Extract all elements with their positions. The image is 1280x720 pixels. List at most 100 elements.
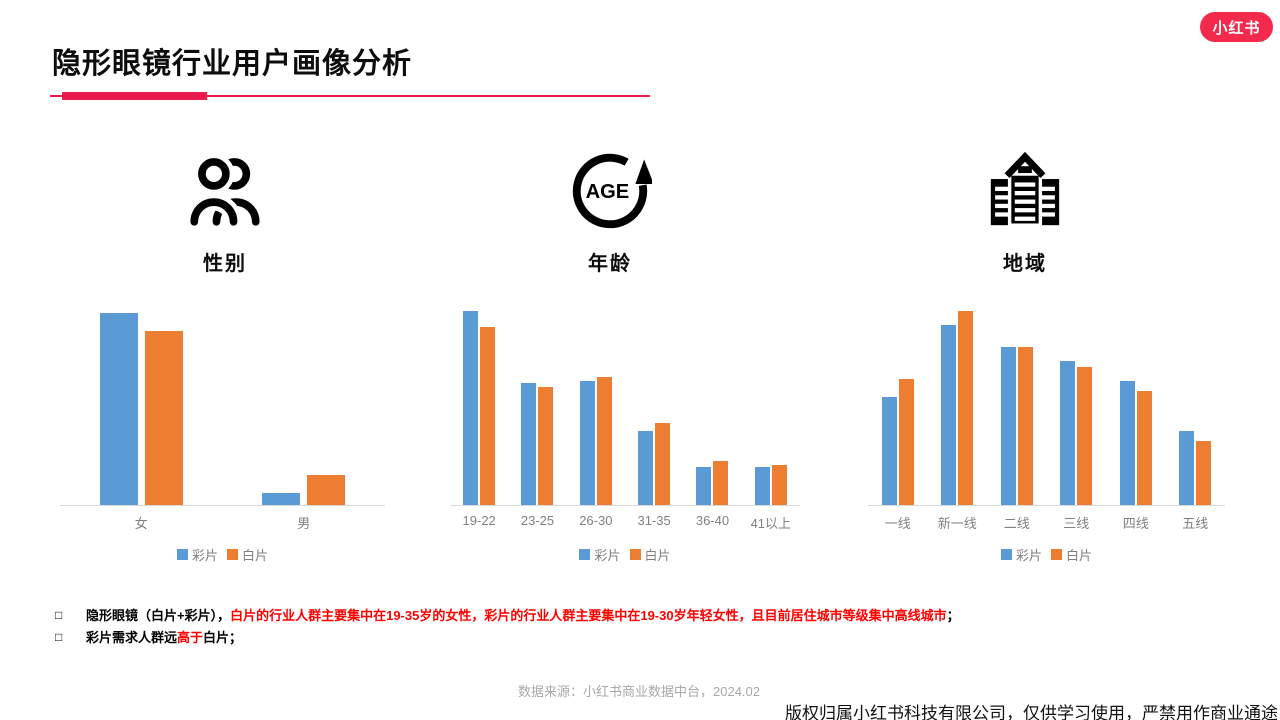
bar-彩片-二线 <box>1000 347 1016 505</box>
bar-白片-三线 <box>1077 367 1093 505</box>
bar-group-四线 <box>1119 381 1152 505</box>
bar-group-19-22 <box>463 311 496 505</box>
gender-bar-chart: 女男 彩片 白片 <box>60 305 385 564</box>
bar-彩片-23-25 <box>521 383 537 505</box>
bar-彩片-31-35 <box>638 431 654 505</box>
age-cycle-icon: AGE <box>430 150 790 232</box>
page-title: 隐形眼镜行业用户画像分析 <box>52 48 413 80</box>
bar-group-二线 <box>1000 347 1033 505</box>
legend-swatch-彩片 <box>176 549 188 560</box>
bar-group-36-40 <box>696 461 729 505</box>
bar-group-一线 <box>881 379 914 505</box>
gender-chart-axis: 女男 <box>60 513 385 532</box>
bar-彩片-四线 <box>1119 381 1135 505</box>
svg-text:AGE: AGE <box>586 181 630 203</box>
axis-label-19-22: 19-22 <box>462 513 496 528</box>
legend-swatch-彩片 <box>579 549 591 560</box>
legend-item-白片: 白片 <box>227 545 268 564</box>
bullet-marker: □ <box>55 608 63 622</box>
legend-item-白片: 白片 <box>1051 545 1092 564</box>
bullet-segment-black: 隐形眼镜（白片+彩片）， <box>86 608 231 623</box>
bullet-segment-black: 彩片需求人群远 <box>86 630 178 645</box>
bullet-segment-black: 白片； <box>203 630 243 645</box>
axis-label-四线: 四线 <box>1122 516 1149 531</box>
age-chart-axis: 19-22 23-25 26-30 31-35 36-40 41以上 <box>450 513 800 532</box>
bar-白片-五线 <box>1196 441 1212 505</box>
region-bar-chart: 一线 新一线 二线 三线 四线 五线 彩片 白片 <box>868 305 1225 564</box>
data-source-note: 数据来源：小红书商业数据中台，2024.02 <box>518 684 760 699</box>
bullet-item-2: □ 彩片需求人群远高于白片； <box>55 630 960 645</box>
bar-白片-26-30 <box>596 377 612 505</box>
section-label-region: 地域 <box>1003 253 1047 275</box>
bar-彩片-26-30 <box>579 381 595 505</box>
age-bar-chart: 19-22 23-25 26-30 31-35 36-40 41以上 彩片 白片 <box>450 305 800 564</box>
legend-swatch-白片 <box>1051 549 1062 560</box>
bar-彩片-36-40 <box>696 467 712 505</box>
legend-swatch-彩片 <box>1000 549 1012 560</box>
copyright-note: 版权归属小红书科技有限公司，仅供学习使用，严禁用作商业通途 <box>785 704 1278 720</box>
bullet-segment-red: 高于 <box>177 630 204 645</box>
bullet-text: 彩片需求人群远高于白片； <box>86 630 242 645</box>
bar-彩片-新一线 <box>941 325 957 505</box>
age-chart-plot <box>450 305 800 506</box>
legend-swatch-白片 <box>629 549 641 560</box>
axis-label-一线: 一线 <box>884 516 911 531</box>
section-label-age: 年龄 <box>588 253 632 275</box>
bar-白片-19-22 <box>480 327 496 505</box>
bar-白片-41以上 <box>771 465 787 505</box>
legend-item-彩片: 彩片 <box>579 545 621 564</box>
bullet-segment-red: 白片的行业人群主要集中在19-35岁的女性，彩片的行业人群主要集中在19-30岁… <box>230 608 947 623</box>
age-chart-legend: 彩片 白片 <box>450 545 800 564</box>
axis-label-23-25: 23-25 <box>520 513 555 528</box>
bar-彩片-女 <box>99 313 138 505</box>
bar-group-31-35 <box>638 423 671 505</box>
bullet-item-1: □ 隐形眼镜（白片+彩片），白片的行业人群主要集中在19-35岁的女性，彩片的行业… <box>55 608 960 623</box>
bar-彩片-男 <box>262 493 301 505</box>
bar-白片-女 <box>144 331 183 505</box>
xiaohongshu-logo-text: 小红书 <box>1212 19 1261 37</box>
bar-白片-新一线 <box>958 311 974 505</box>
region-chart-axis: 一线 新一线 二线 三线 四线 五线 <box>868 513 1225 532</box>
bar-彩片-19-22 <box>463 311 479 505</box>
axis-label-41以上: 41以上 <box>750 516 792 531</box>
bar-白片-31-35 <box>655 423 671 505</box>
bar-白片-一线 <box>898 379 914 505</box>
region-chart-plot <box>868 305 1225 506</box>
bar-白片-四线 <box>1136 391 1152 505</box>
region-chart-legend: 彩片 白片 <box>868 545 1225 564</box>
axis-label-36-40: 36-40 <box>695 513 730 528</box>
axis-label-二线: 二线 <box>1003 516 1030 531</box>
bar-白片-36-40 <box>713 461 729 505</box>
people-icon <box>45 150 405 232</box>
bullet-list: □ 隐形眼镜（白片+彩片），白片的行业人群主要集中在19-35岁的女性，彩片的行业… <box>55 608 960 652</box>
bar-group-女 <box>99 313 183 505</box>
gender-chart-legend: 彩片 白片 <box>60 545 385 564</box>
section-age: AGE 年龄 <box>430 150 790 276</box>
bullet-text: 隐形眼镜（白片+彩片），白片的行业人群主要集中在19-35岁的女性，彩片的行业人… <box>86 608 960 623</box>
title-underline <box>50 95 650 97</box>
bar-group-26-30 <box>579 377 612 505</box>
city-buildings-icon <box>845 150 1205 232</box>
bar-彩片-三线 <box>1060 361 1076 505</box>
axis-label-新一线: 新一线 <box>937 516 977 531</box>
section-label-gender: 性别 <box>203 253 247 275</box>
section-gender: 性别 <box>45 150 405 276</box>
legend-item-彩片: 彩片 <box>1000 545 1042 564</box>
bar-彩片-五线 <box>1179 431 1195 505</box>
bar-group-三线 <box>1060 361 1093 505</box>
bar-group-五线 <box>1179 431 1212 505</box>
title-underline-accent <box>62 92 207 100</box>
legend-swatch-白片 <box>227 549 238 560</box>
axis-label-男: 男 <box>297 516 311 531</box>
bar-白片-23-25 <box>538 387 554 505</box>
xiaohongshu-logo: 小红书 <box>1200 12 1273 42</box>
axis-label-26-30: 26-30 <box>579 513 613 528</box>
bar-彩片-一线 <box>881 397 897 505</box>
bar-group-男 <box>262 475 346 505</box>
axis-label-31-35: 31-35 <box>637 513 671 528</box>
bar-彩片-41以上 <box>754 467 770 505</box>
axis-label-女: 女 <box>134 516 148 531</box>
axis-label-三线: 三线 <box>1063 516 1090 531</box>
bullet-segment-black: ； <box>946 608 960 623</box>
